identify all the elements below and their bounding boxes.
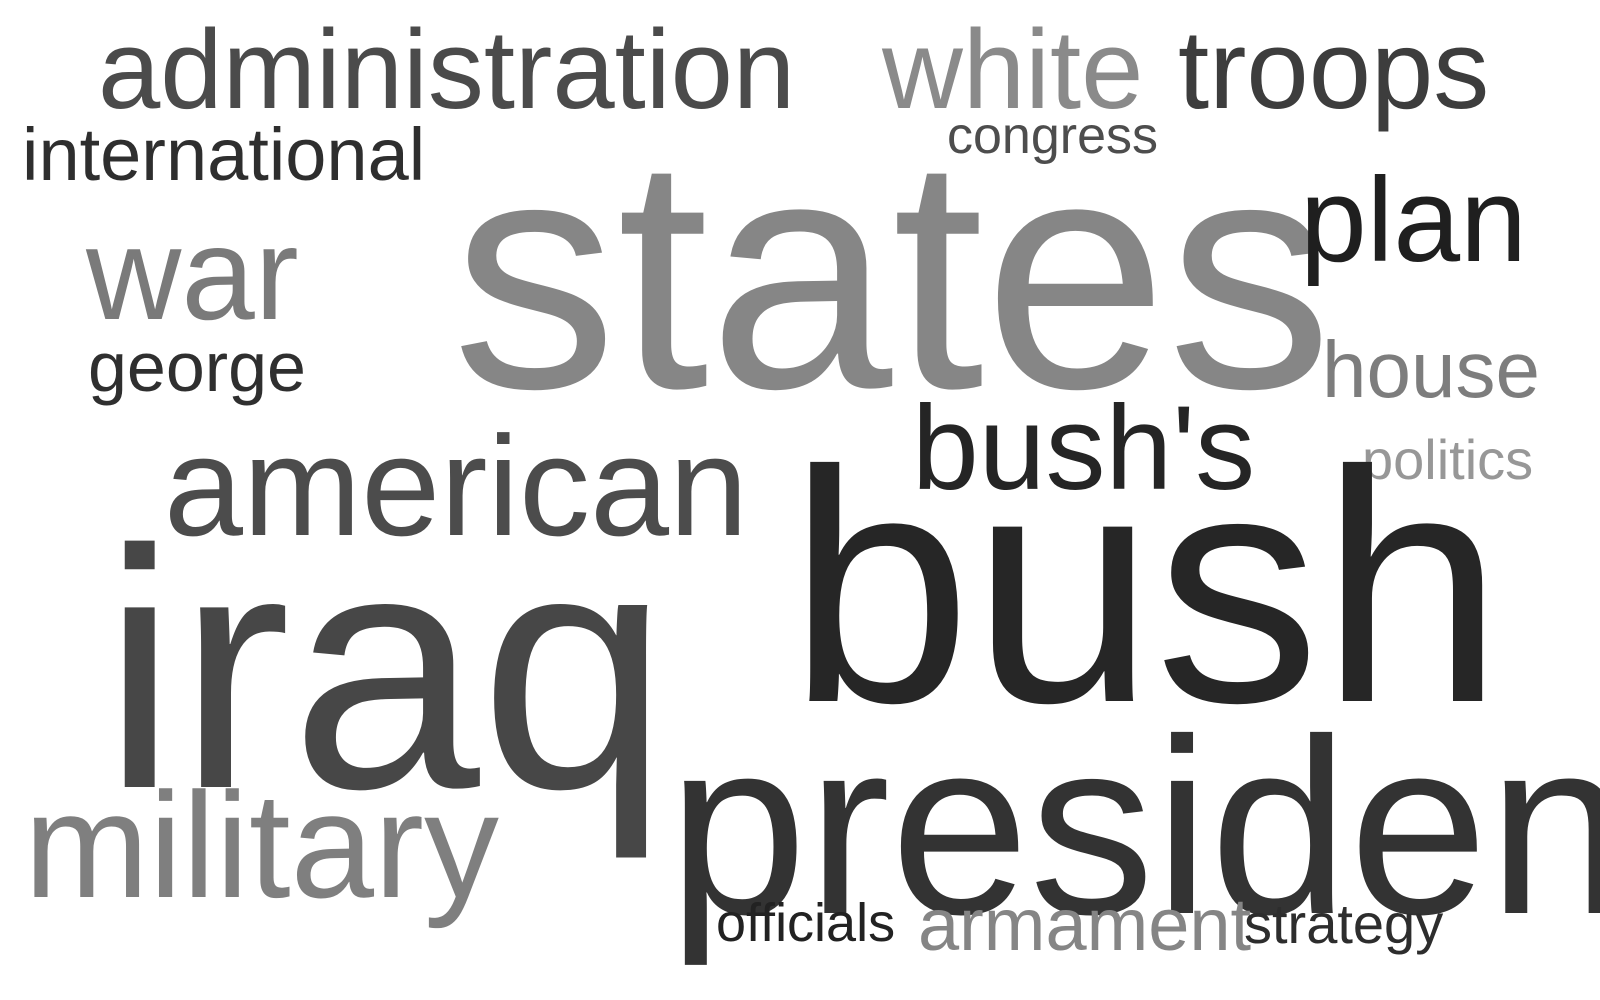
word-armament: armament <box>918 883 1252 966</box>
word-american: american <box>164 407 749 566</box>
word-iraq: iraq <box>102 480 669 860</box>
word-plan: plan <box>1300 153 1527 287</box>
word-officials: officials <box>716 893 896 953</box>
word-administration: administration <box>98 7 796 132</box>
word-white: white <box>882 7 1144 132</box>
word-politics: politics <box>1362 428 1534 491</box>
word-states: states <box>452 88 1333 457</box>
word-congress: congress <box>947 107 1158 165</box>
word-george: george <box>88 328 306 406</box>
word-bush: bush <box>788 402 1504 771</box>
word-international: international <box>22 113 426 196</box>
word-house: house <box>1322 325 1540 414</box>
word-war: war <box>86 200 299 347</box>
word-troops: troops <box>1178 7 1490 132</box>
word-military: military <box>24 761 499 929</box>
word-strategy: strategy <box>1244 892 1444 955</box>
word-bushs: bush's <box>912 381 1256 515</box>
word-president: president <box>668 687 1600 966</box>
